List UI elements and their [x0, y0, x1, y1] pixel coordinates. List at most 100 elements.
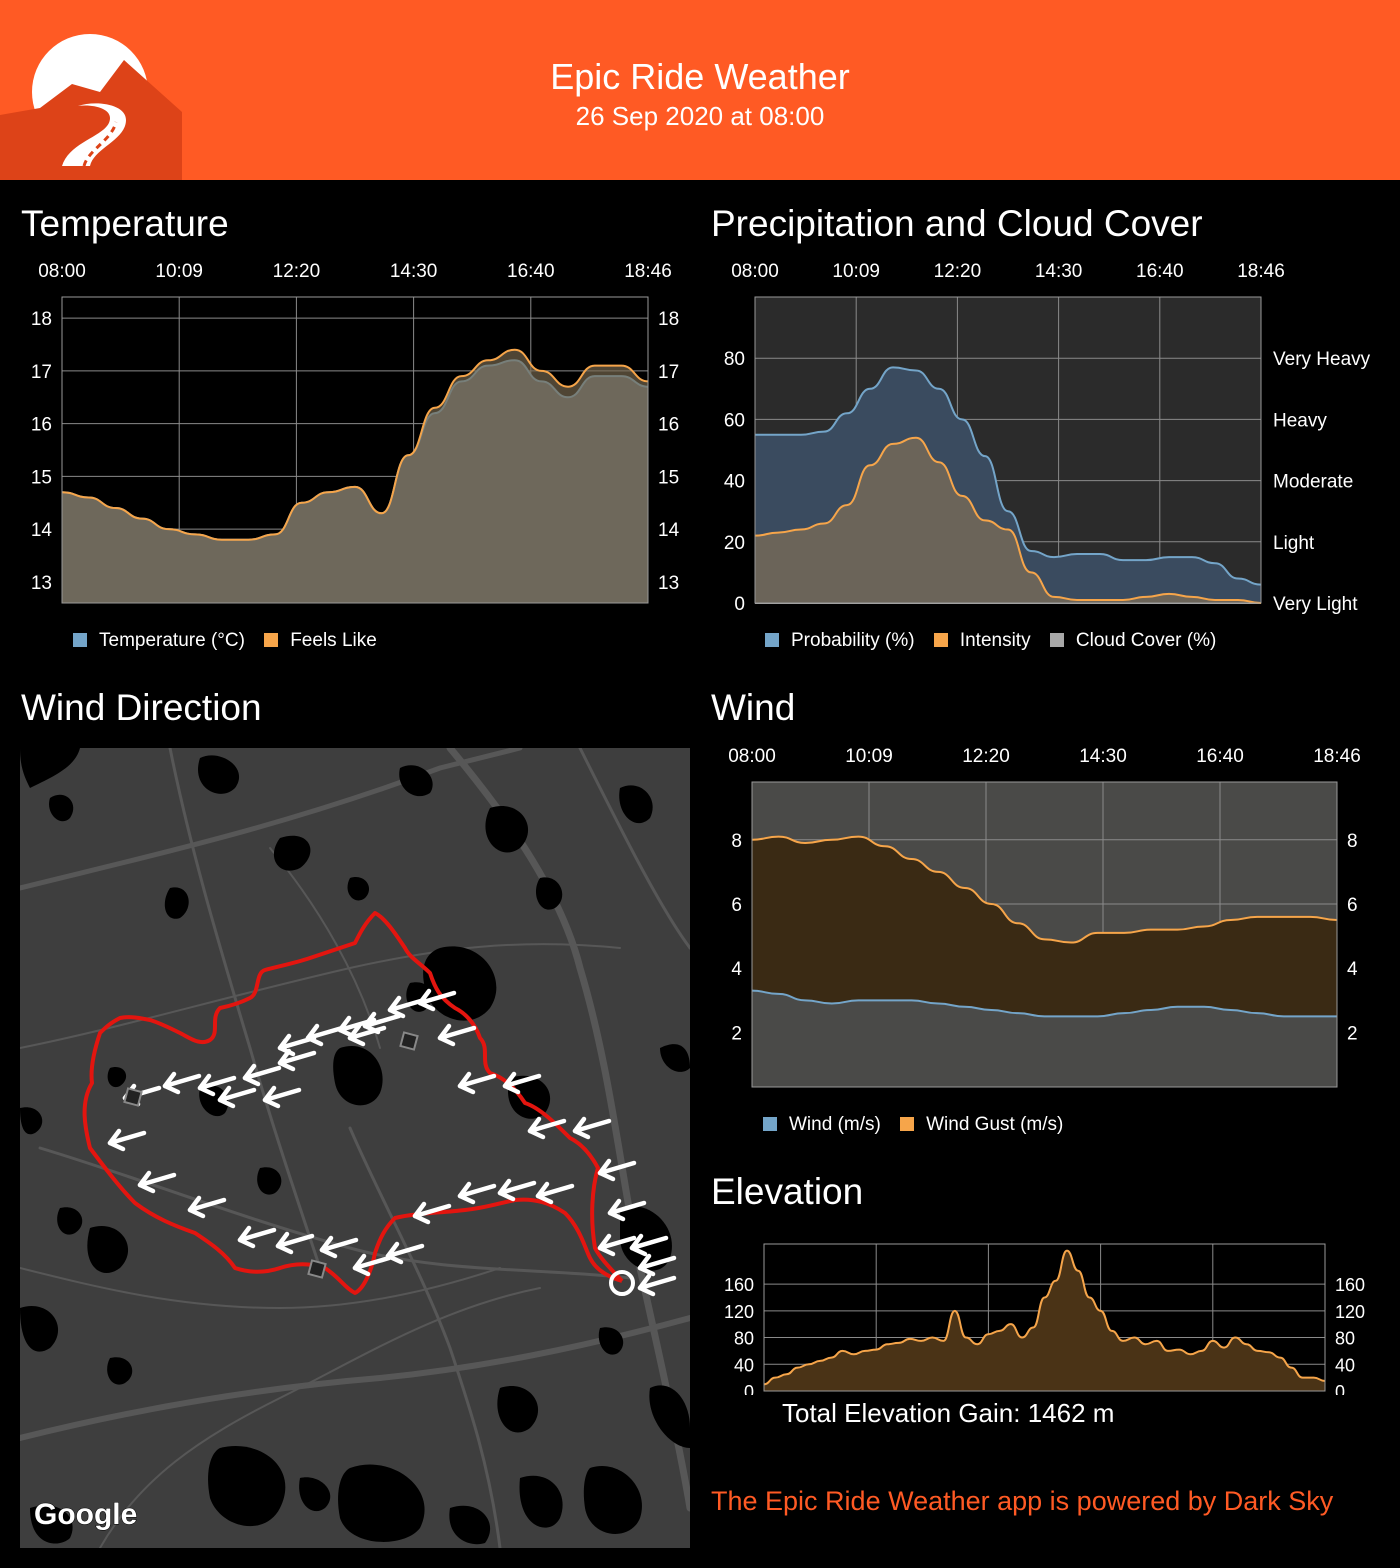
y-tick-label-right: 40	[1335, 1355, 1355, 1375]
series-line	[763, 1249, 1326, 1386]
wind-arrow-icon	[385, 1241, 425, 1265]
wind-arrow-icon	[187, 1195, 227, 1219]
x-tick-label: 12:20	[273, 261, 321, 282]
y-tick-label-right: 17	[658, 362, 679, 383]
wind-arrow-icon	[637, 1253, 677, 1277]
mountain-road-logo-icon	[0, 0, 182, 180]
y-tick-label: 80	[724, 349, 745, 370]
x-tick-label: 14:30	[1079, 746, 1127, 767]
wind-arrow-icon	[535, 1181, 575, 1205]
wind-arrow-icon	[237, 1225, 277, 1249]
wind-arrow-icon	[502, 1071, 542, 1095]
y-tick-label: 60	[724, 410, 745, 431]
wind-arrow-icon	[362, 1011, 402, 1035]
y-tick-label: 120	[724, 1302, 754, 1322]
wind-arrow-icon	[457, 1181, 497, 1205]
y-tick-label-right: 8	[1347, 831, 1358, 852]
wind-arrow-icon	[162, 1071, 202, 1095]
map-canvas[interactable]: Google	[20, 748, 690, 1548]
series-line	[754, 436, 1262, 604]
y-tick-label: 0	[734, 594, 745, 615]
wind-arrow-icon	[437, 1023, 477, 1047]
powered-by-text[interactable]: The Epic Ride Weather app is powered by …	[711, 1486, 1334, 1516]
wind-arrow-icon	[572, 1116, 612, 1140]
x-tick-label: 18:46	[1313, 746, 1361, 767]
app-title: Epic Ride Weather	[550, 56, 850, 97]
precipitation-legend: Probability (%) Intensity Cloud Cover (%…	[765, 630, 1230, 652]
y-tick-label: 40	[724, 472, 745, 493]
y-tick-label: 80	[734, 1329, 754, 1349]
series-area	[62, 349, 648, 603]
wind-arrow-icon	[457, 1071, 497, 1095]
y-tick-label: 17	[31, 362, 52, 383]
y-tick-label-right: 4	[1347, 959, 1358, 980]
intensity-label: Very Light	[1273, 594, 1358, 615]
wind-arrow-icon	[262, 1085, 302, 1109]
elevation-chart: 0 0 40 40 80 80 120 120 160 160	[724, 1243, 1365, 1395]
wind-legend: Wind (m/s) Wind Gust (m/s)	[763, 1114, 1077, 1136]
y-tick-label-right: 2	[1347, 1023, 1358, 1044]
plot-frame	[61, 296, 649, 604]
x-tick-label: 16:40	[1136, 261, 1184, 282]
y-tick-label-right: 13	[658, 573, 679, 594]
y-tick-label: 8	[731, 831, 742, 852]
wind-arrow-icon	[242, 1063, 282, 1087]
wind-arrow-icon	[319, 1235, 359, 1259]
precipitation-chart: 08:00 10:09 12:20 14:30 16:40 18:46 0 Very Ligh…	[724, 261, 1371, 615]
wind-arrow-icon	[107, 1128, 147, 1152]
wind-arrow-icon	[275, 1231, 315, 1255]
elevation-gain: Total Elevation Gain: 1462 m	[782, 1398, 1115, 1428]
wind-arrow-icon	[607, 1198, 647, 1222]
series-area	[764, 1250, 1325, 1391]
y-tick-label-right: 16	[658, 415, 679, 436]
y-tick-label-right: 6	[1347, 895, 1358, 916]
app-header: Epic Ride Weather 26 Sep 2020 at 08:00	[0, 0, 1400, 180]
y-tick-label: 15	[31, 467, 52, 488]
waypoint-icon[interactable]	[123, 1031, 419, 1279]
wind-arrow-icon	[352, 1253, 392, 1277]
y-tick-label: 18	[31, 309, 52, 330]
wind-arrow-icon	[597, 1233, 637, 1257]
legend-cloud-cover: Cloud Cover (%)	[1049, 630, 1216, 652]
google-attribution: Google	[34, 1498, 137, 1531]
y-tick-label-right: 160	[1335, 1275, 1365, 1295]
legend-intensity: Intensity	[933, 630, 1031, 652]
plot-frame	[754, 296, 1262, 604]
x-tick-label: 10:09	[845, 746, 893, 767]
x-tick-label: 08:00	[38, 261, 86, 282]
precipitation-title: Precipitation and Cloud Cover	[711, 203, 1203, 244]
elevation-title: Elevation	[711, 1171, 864, 1212]
y-tick-label: 2	[731, 1023, 742, 1044]
y-tick-label: 0	[744, 1382, 754, 1395]
y-tick-label-right: 120	[1335, 1302, 1365, 1322]
y-tick-label: 13	[31, 573, 52, 594]
wind-arrow-icon	[417, 988, 457, 1012]
wind-arrow-icon	[347, 1023, 387, 1047]
wind-arrow-icon	[527, 1116, 567, 1140]
x-tick-label: 18:46	[1237, 261, 1285, 282]
y-tick-label-right: 18	[658, 309, 679, 330]
series-line	[755, 366, 1262, 586]
y-tick-label: 4	[731, 959, 742, 980]
x-tick-label: 08:00	[731, 261, 779, 282]
wind-direction-map[interactable]: Google	[20, 748, 690, 1548]
x-tick-label: 14:30	[390, 261, 438, 282]
x-tick-label: 12:20	[962, 746, 1010, 767]
wind-title: Wind	[711, 687, 796, 728]
series-line	[61, 348, 649, 541]
plot-frame	[751, 781, 1338, 1088]
wind-arrow-icon	[137, 1170, 177, 1194]
wind-chart: 08:00 10:09 12:20 14:30 16:40 18:46 2 2 4 4 6 6 8 8	[728, 746, 1361, 1088]
route-line	[82, 911, 624, 1295]
wind-arrow-icon	[197, 1073, 237, 1097]
intensity-label: Heavy	[1273, 410, 1327, 431]
wind-arrow-icon	[497, 1178, 537, 1202]
x-tick-label: 10:09	[155, 261, 203, 282]
x-tick-label: 18:46	[624, 261, 672, 282]
intensity-label: Moderate	[1273, 472, 1353, 493]
legend-wind: Wind (m/s)	[763, 1114, 881, 1136]
start-circle-icon[interactable]	[609, 1270, 635, 1296]
series-area	[755, 437, 1261, 603]
series-area	[752, 990, 1337, 1087]
wind-direction-title: Wind Direction	[21, 687, 262, 728]
